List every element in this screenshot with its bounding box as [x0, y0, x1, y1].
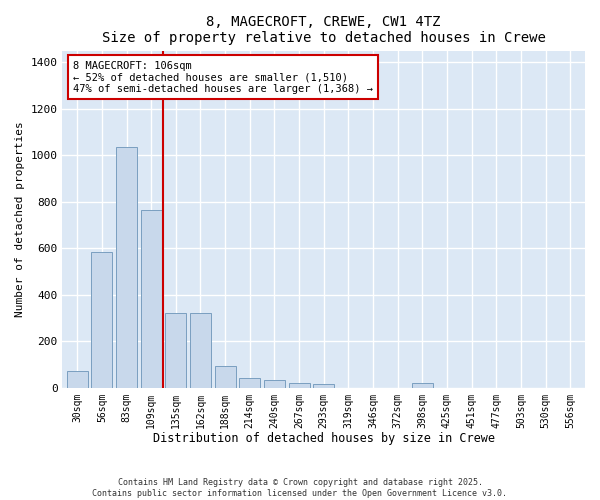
Bar	[140, 210, 161, 388]
Title: 8, MAGECROFT, CREWE, CW1 4TZ
Size of property relative to detached houses in Cre: 8, MAGECROFT, CREWE, CW1 4TZ Size of pro…	[102, 15, 545, 45]
Text: Contains HM Land Registry data © Crown copyright and database right 2025.
Contai: Contains HM Land Registry data © Crown c…	[92, 478, 508, 498]
Text: 8 MAGECROFT: 106sqm
← 52% of detached houses are smaller (1,510)
47% of semi-det: 8 MAGECROFT: 106sqm ← 52% of detached ho…	[73, 60, 373, 94]
Bar	[239, 378, 260, 388]
Bar	[116, 147, 137, 388]
Y-axis label: Number of detached properties: Number of detached properties	[15, 122, 25, 317]
Bar	[91, 252, 112, 388]
Bar	[412, 383, 433, 388]
Bar	[166, 314, 186, 388]
Bar	[215, 366, 236, 388]
Bar	[190, 314, 211, 388]
Bar	[289, 383, 310, 388]
Bar	[264, 380, 285, 388]
X-axis label: Distribution of detached houses by size in Crewe: Distribution of detached houses by size …	[153, 432, 495, 445]
Bar	[67, 372, 88, 388]
Bar	[313, 384, 334, 388]
